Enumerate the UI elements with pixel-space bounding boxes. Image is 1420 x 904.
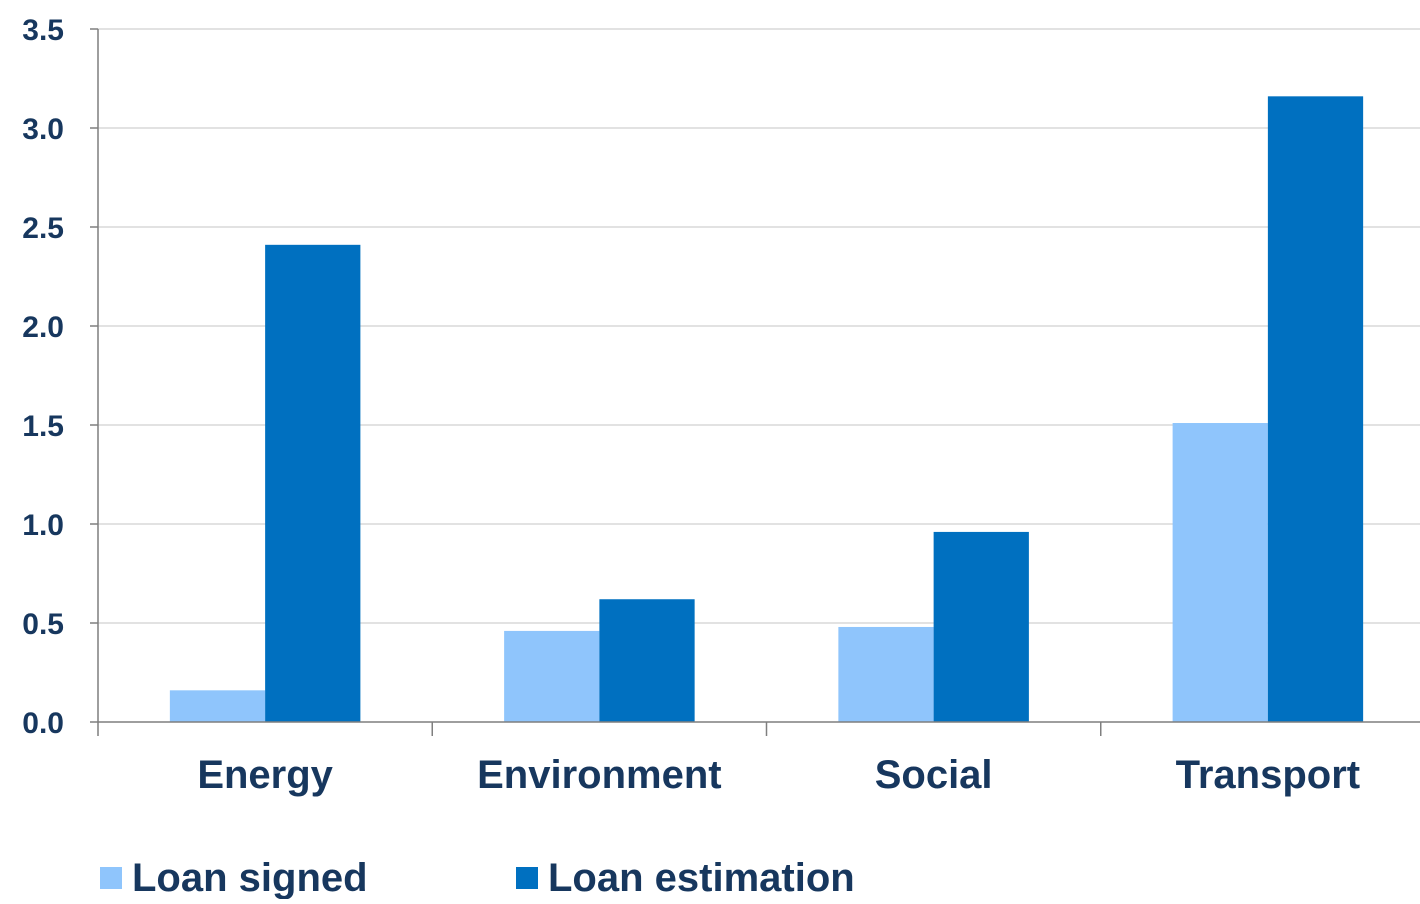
x-category-label: Social xyxy=(875,753,993,797)
bar-social-loan-estimation xyxy=(933,531,1029,722)
y-tick-label: 2.0 xyxy=(22,311,64,344)
y-tick-labels: 0.0 0.5 1.0 1.5 2.0 2.5 3.0 3.5 xyxy=(22,14,64,740)
bar-transport-loan-signed xyxy=(1172,423,1268,722)
x-category-label: Energy xyxy=(197,753,333,797)
x-category-label: Environment xyxy=(477,753,721,797)
y-tick-label: 0.0 xyxy=(22,707,64,740)
category-labels: Energy Environment Social Transport xyxy=(197,753,1360,797)
y-tick-label: 1.5 xyxy=(22,410,64,443)
y-tick-label: 1.0 xyxy=(22,509,64,542)
x-category-label: Transport xyxy=(1176,753,1360,797)
y-tick-label: 3.0 xyxy=(22,113,64,146)
legend: Loan signed Loan estimation xyxy=(100,856,855,900)
legend-swatch xyxy=(516,867,538,889)
bar-environment-loan-signed xyxy=(504,630,600,722)
y-tick-label: 3.5 xyxy=(22,14,64,47)
bar-energy-loan-signed xyxy=(169,690,266,722)
legend-swatch xyxy=(100,867,122,889)
bar-transport-loan-estimation xyxy=(1267,96,1364,722)
bar-social-loan-signed xyxy=(838,626,934,722)
bar-energy-loan-estimation xyxy=(265,244,361,722)
y-tick-label: 2.5 xyxy=(22,212,64,245)
legend-label: Loan estimation xyxy=(548,856,855,899)
y-tick-label: 0.5 xyxy=(22,608,64,641)
legend-label: Loan signed xyxy=(132,856,368,899)
bar-environment-loan-estimation xyxy=(599,599,695,722)
bars xyxy=(169,96,1364,722)
axes xyxy=(90,28,1420,736)
